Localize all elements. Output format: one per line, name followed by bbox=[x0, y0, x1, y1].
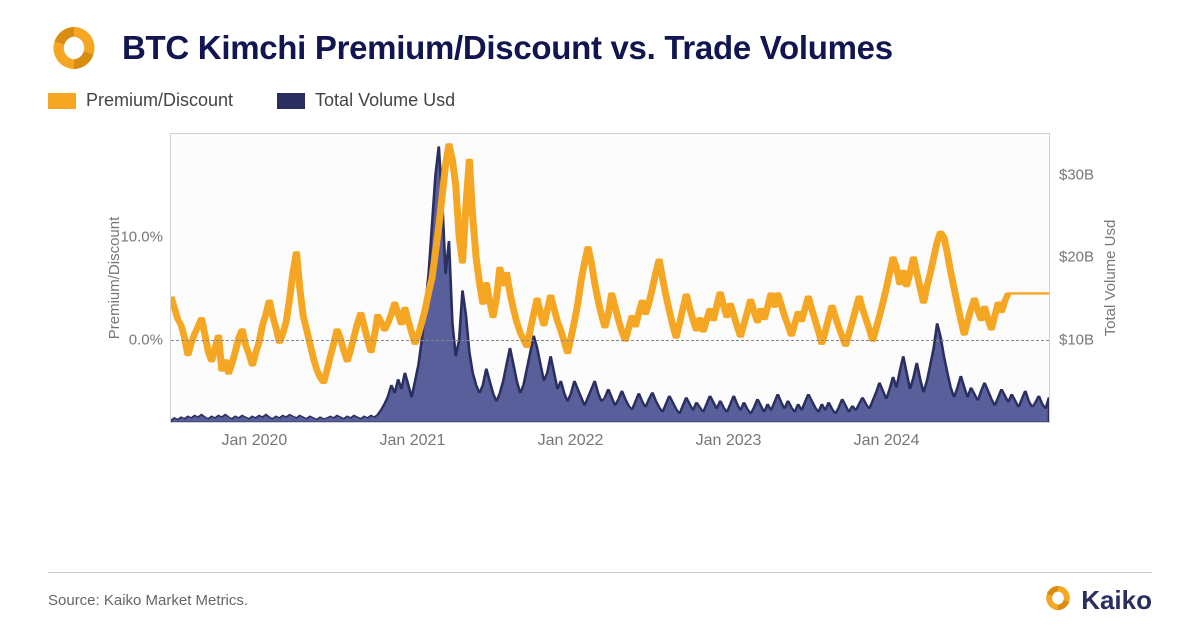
xtick: Jan 2021 bbox=[380, 432, 446, 450]
kaiko-brand-icon bbox=[1043, 583, 1073, 618]
legend-label-premium: Premium/Discount bbox=[86, 90, 233, 111]
legend-swatch-premium bbox=[48, 93, 76, 109]
legend-item-premium: Premium/Discount bbox=[48, 90, 233, 111]
brand: Kaiko bbox=[1043, 583, 1152, 618]
plot-svg bbox=[171, 134, 1049, 422]
legend-label-volume: Total Volume Usd bbox=[315, 90, 455, 111]
premium-line bbox=[171, 144, 1049, 383]
ytick-right: $10B bbox=[1059, 331, 1094, 348]
brand-text: Kaiko bbox=[1081, 585, 1152, 616]
xtick: Jan 2022 bbox=[538, 432, 604, 450]
ytick-right: $30B bbox=[1059, 167, 1094, 184]
xtick: Jan 2023 bbox=[696, 432, 762, 450]
legend-item-volume: Total Volume Usd bbox=[277, 90, 455, 111]
ytick-left: 10.0% bbox=[120, 228, 163, 245]
footer-divider bbox=[48, 572, 1152, 573]
xtick: Jan 2020 bbox=[221, 432, 287, 450]
legend-swatch-volume bbox=[277, 93, 305, 109]
legend: Premium/Discount Total Volume Usd bbox=[0, 82, 1200, 115]
ytick-right: $20B bbox=[1059, 249, 1094, 266]
chart: Premium/Discount Total Volume Usd 0.0%10… bbox=[170, 133, 1050, 463]
ytick-left: 0.0% bbox=[129, 331, 163, 348]
header: BTC Kimchi Premium/Discount vs. Trade Vo… bbox=[0, 0, 1200, 82]
chart-source: Source: Kaiko Market Metrics. bbox=[48, 592, 248, 609]
plot-area: Premium/Discount Total Volume Usd 0.0%10… bbox=[170, 133, 1050, 423]
footer: Source: Kaiko Market Metrics. Kaiko bbox=[0, 558, 1200, 642]
page-title: BTC Kimchi Premium/Discount vs. Trade Vo… bbox=[122, 29, 893, 67]
zero-line bbox=[171, 340, 1049, 341]
kaiko-logo-icon bbox=[48, 22, 100, 74]
xtick: Jan 2024 bbox=[854, 432, 920, 450]
y-axis-label-right: Total Volume Usd bbox=[1102, 220, 1119, 337]
